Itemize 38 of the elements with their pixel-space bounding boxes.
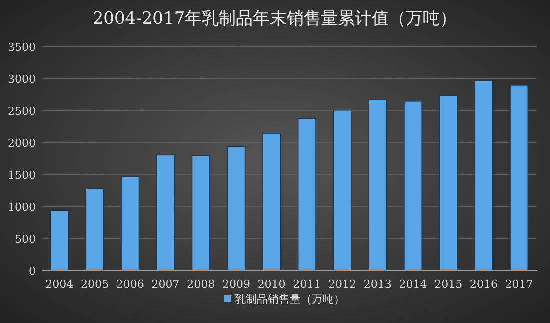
y-tick-label: 0 <box>29 265 36 278</box>
chart-title: 2004-2017年乳制品年末销售量累计值（万吨） <box>92 9 458 29</box>
x-tick-label: 2012 <box>328 278 357 291</box>
y-tick-label: 2000 <box>8 137 36 150</box>
bar <box>227 146 246 272</box>
bar <box>121 176 140 272</box>
x-tick-label: 2004 <box>46 278 74 291</box>
x-tick-label: 2008 <box>187 278 216 291</box>
bar <box>333 110 352 272</box>
bar <box>474 80 494 272</box>
y-tick-label: 2500 <box>8 105 36 118</box>
x-tick-label: 2015 <box>434 278 463 291</box>
bar <box>298 118 316 272</box>
bar <box>262 134 282 272</box>
bar <box>192 155 210 272</box>
x-tick-label: 2006 <box>116 278 144 291</box>
x-tick-label: 2013 <box>364 278 392 291</box>
x-tick-label: 2017 <box>505 278 534 291</box>
bar <box>510 85 529 272</box>
x-tick-label: 2011 <box>293 278 322 291</box>
bar <box>404 101 422 272</box>
x-tick-label: 2007 <box>152 278 180 291</box>
x-tick-label: 2016 <box>470 278 498 291</box>
y-tick-label: 500 <box>15 233 36 246</box>
y-tick-label: 3000 <box>8 73 36 86</box>
y-tick-label: 3500 <box>8 41 36 54</box>
y-tick-label: 1500 <box>8 169 36 182</box>
bar <box>50 210 69 272</box>
x-tick-label: 2009 <box>222 278 250 291</box>
x-tick-label: 2005 <box>81 278 110 291</box>
bar <box>86 188 104 272</box>
bar <box>368 100 388 272</box>
x-tick-label: 2014 <box>399 278 428 291</box>
x-tick-label: 2010 <box>258 278 286 291</box>
y-tick-label: 1000 <box>8 201 36 214</box>
legend: 乳制品销售量（万吨） <box>224 293 345 306</box>
bar <box>156 154 175 272</box>
bar <box>439 95 458 272</box>
